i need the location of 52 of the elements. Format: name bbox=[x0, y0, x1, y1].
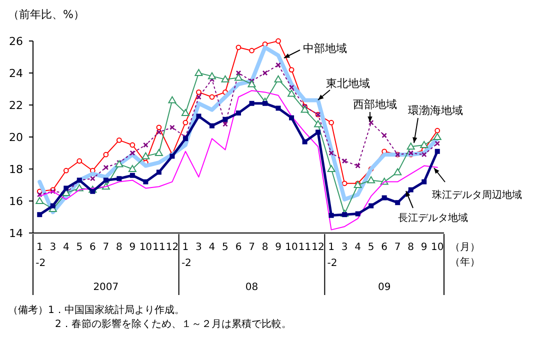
x-tick-label: 11 bbox=[152, 242, 166, 253]
series-label: 長江デルタ地域 bbox=[398, 212, 468, 224]
x-tick-label: 3 bbox=[50, 242, 56, 253]
x-tick-label: 9 bbox=[420, 242, 428, 253]
text: （年） bbox=[450, 256, 480, 268]
x-tick-label: 4 bbox=[354, 242, 362, 253]
x-tick-label: 6 bbox=[89, 242, 96, 253]
x-tick-label: 9 bbox=[275, 242, 282, 253]
x-tick-label: 1-2 bbox=[327, 242, 338, 269]
text: 09 bbox=[378, 282, 391, 293]
text: （備考）1．中国国家統計局より作成。 bbox=[8, 304, 184, 316]
x-tick-label: 5 bbox=[368, 242, 374, 253]
x-tick-label: 5 bbox=[76, 242, 83, 253]
y-tick-label: 24 bbox=[9, 66, 23, 80]
series-label: 中部地域 bbox=[303, 42, 347, 55]
x-tick-label: 6 bbox=[235, 242, 242, 253]
x-tick-label: 7 bbox=[102, 242, 110, 253]
x-tick-label: 5 bbox=[222, 242, 228, 253]
y-tick-label: 16 bbox=[9, 194, 23, 208]
text: （月） bbox=[450, 242, 480, 253]
x-tick-label: 6 bbox=[381, 242, 388, 253]
text: 環渤海地域 bbox=[408, 104, 463, 117]
x-tick-label: 12 bbox=[312, 242, 324, 253]
x-tick-label: 4 bbox=[208, 242, 216, 253]
y-tick-label: 14 bbox=[9, 226, 23, 240]
y-tick-label: 22 bbox=[9, 98, 23, 112]
y-axis-title: （前年比、%） bbox=[8, 8, 84, 21]
text: 2007 bbox=[93, 282, 119, 293]
text: 08 bbox=[245, 282, 258, 293]
x-tick-label: 8 bbox=[262, 242, 268, 253]
y-tick-label: 18 bbox=[9, 162, 23, 176]
series-label: 西部地域 bbox=[353, 98, 397, 111]
x-tick-label: 11 bbox=[298, 242, 312, 253]
y-tick-label: 20 bbox=[9, 130, 23, 144]
x-tick-label: 9 bbox=[129, 242, 136, 253]
y-tick-label: 26 bbox=[9, 34, 23, 48]
x-tick-label: 1-2 bbox=[36, 242, 46, 269]
x-tick-label: 7 bbox=[394, 242, 401, 253]
x-tick-label: 12 bbox=[166, 242, 179, 253]
text: 珠江デルタ周辺地域 bbox=[432, 189, 522, 201]
x-tick-label: 3 bbox=[196, 242, 202, 253]
x-tick-label: 8 bbox=[408, 242, 414, 253]
text: 2．春節の影響を除くため、１～２月は累積で比較。 bbox=[55, 318, 292, 330]
x-tick-label: 10 bbox=[431, 242, 444, 253]
x-tick-label: 3 bbox=[341, 242, 348, 253]
x-tick-label: 10 bbox=[139, 242, 152, 253]
x-tick-label: 7 bbox=[248, 242, 255, 253]
x-tick-label: 4 bbox=[62, 242, 70, 253]
x-tick-label: 1-2 bbox=[181, 242, 192, 269]
x-tick-label: 10 bbox=[285, 242, 298, 253]
series-label: 東北地域 bbox=[326, 77, 370, 90]
x-tick-label: 8 bbox=[116, 242, 122, 253]
